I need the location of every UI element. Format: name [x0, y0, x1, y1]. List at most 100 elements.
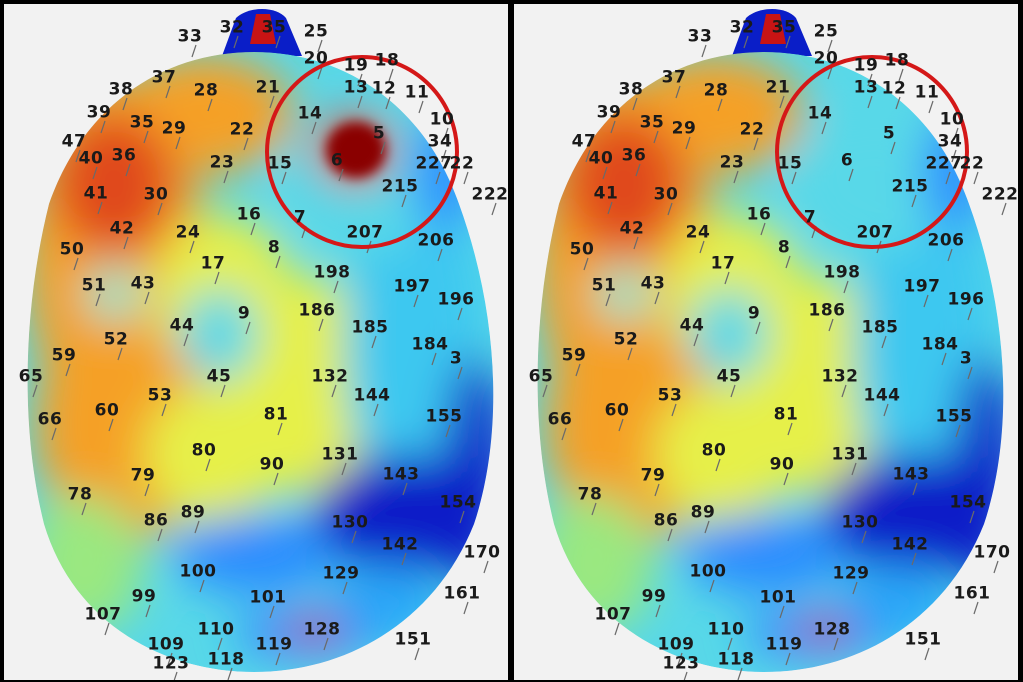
- electrode-label: 215: [891, 176, 929, 197]
- electrode-label: 18: [374, 50, 400, 71]
- electrode-label: 227: [925, 153, 963, 174]
- electrode-label: 42: [109, 218, 135, 239]
- electrode-label: 109: [657, 634, 695, 655]
- electrode-label: 17: [200, 253, 226, 274]
- electrode-label: 143: [382, 464, 420, 485]
- electrode-label: 47: [61, 131, 87, 152]
- electrode-label: 110: [197, 619, 235, 640]
- electrode-ticks: [542, 35, 1007, 680]
- electrode-label: 66: [547, 409, 573, 430]
- electrode-label: 51: [591, 275, 617, 296]
- electrode-label: 170: [463, 542, 501, 563]
- electrode-label: 86: [653, 510, 679, 531]
- electrode-label: 142: [891, 534, 929, 555]
- electrode-label: 28: [703, 80, 729, 101]
- scalp-heatmap: [27, 52, 494, 672]
- electrode-label: 17: [710, 253, 736, 274]
- electrode-label: 101: [759, 587, 797, 608]
- electrode-label: 22: [739, 119, 765, 140]
- electrode-label: 78: [67, 484, 93, 505]
- highlight-circle: [265, 55, 459, 249]
- electrode-label: 128: [303, 619, 341, 640]
- electrode-label: 89: [180, 502, 206, 523]
- electrode-label: 206: [927, 230, 965, 251]
- electrode-label: 52: [103, 329, 129, 350]
- electrode-label: 28: [193, 80, 219, 101]
- electrode-label: 184: [411, 334, 449, 355]
- electrode-label: 100: [179, 561, 217, 582]
- electrode-label: 5: [372, 123, 386, 144]
- electrode-label: 80: [701, 440, 727, 461]
- electrode-label: 129: [832, 563, 870, 584]
- electrode-label: 29: [671, 118, 697, 139]
- electrode-label: 24: [685, 222, 711, 243]
- electrode-label: 107: [594, 604, 632, 625]
- electrode-label: 20: [813, 48, 839, 69]
- electrode-label: 65: [18, 366, 44, 387]
- electrode-label: 35: [261, 17, 287, 38]
- electrode-label: 123: [662, 653, 700, 674]
- electrode-label: 118: [207, 649, 245, 670]
- electrode-label: 21: [255, 77, 281, 98]
- electrode-label: 51: [81, 275, 107, 296]
- electrode-label: 25: [813, 21, 839, 42]
- electrode-label: 78: [577, 484, 603, 505]
- electrode-label: 38: [108, 79, 134, 100]
- electrode-label: 9: [747, 303, 761, 324]
- electrode-label: 206: [417, 230, 455, 251]
- electrode-label: 6: [840, 150, 854, 171]
- electrode-label: 99: [131, 586, 157, 607]
- electrode-label: 81: [773, 404, 799, 425]
- electrode-label: 30: [143, 184, 169, 205]
- electrode-label: 197: [393, 276, 431, 297]
- electrode-label: 33: [687, 26, 713, 47]
- electrode-label: 24: [175, 222, 201, 243]
- electrode-label: 37: [151, 67, 177, 88]
- electrode-label: 186: [808, 300, 846, 321]
- electrode-label: 12: [371, 78, 397, 99]
- electrode-label: 198: [823, 262, 861, 283]
- electrode-label: 32: [729, 17, 755, 38]
- right-panel: 33 32 35 25 20 19 18 13 12 11 10 34 38 37 28 21 14 5 6 15 22…: [514, 4, 1018, 680]
- electrode-label: 131: [321, 444, 359, 465]
- electrode-label: 151: [394, 629, 432, 650]
- electrode-label: 142: [381, 534, 419, 555]
- electrode-label: 129: [322, 563, 360, 584]
- electrode-label: 227: [415, 153, 453, 174]
- electrode-label: 35: [639, 112, 665, 133]
- electrode-label: 185: [861, 317, 899, 338]
- electrode-label: 131: [831, 444, 869, 465]
- electrode-label: 29: [161, 118, 187, 139]
- electrode-label: 66: [37, 409, 63, 430]
- heatmap-svg: [537, 9, 1007, 680]
- electrode-label: 32: [219, 17, 245, 38]
- electrode-label: 118: [717, 649, 755, 670]
- electrode-label: 42: [619, 218, 645, 239]
- electrode-label: 196: [947, 289, 985, 310]
- electrode-label: 59: [561, 345, 587, 366]
- electrode-label: 40: [588, 148, 614, 169]
- electrode-label: 119: [765, 634, 803, 655]
- electrode-label: 53: [657, 385, 683, 406]
- heatmap-svg: [27, 9, 497, 680]
- scalp-heatmap: [537, 52, 1004, 672]
- electrode-label: 184: [921, 334, 959, 355]
- electrode-label: 207: [856, 222, 894, 243]
- electrode-label: 10: [939, 109, 965, 130]
- electrode-label: 155: [935, 406, 973, 427]
- electrode-label: 130: [331, 512, 369, 533]
- electrode-label: 3: [449, 348, 463, 369]
- electrode-label: 110: [707, 619, 745, 640]
- electrode-label: 99: [641, 586, 667, 607]
- electrode-label: 36: [111, 145, 137, 166]
- electrode-label: 35: [771, 17, 797, 38]
- electrode-label: 8: [777, 237, 791, 258]
- electrode-label: 18: [884, 50, 910, 71]
- electrode-label: 119: [255, 634, 293, 655]
- electrode-label: 80: [191, 440, 217, 461]
- electrode-label: 22: [449, 153, 475, 174]
- electrode-label: 222: [471, 184, 509, 205]
- electrode-label: 14: [807, 103, 833, 124]
- electrode-label: 109: [147, 634, 185, 655]
